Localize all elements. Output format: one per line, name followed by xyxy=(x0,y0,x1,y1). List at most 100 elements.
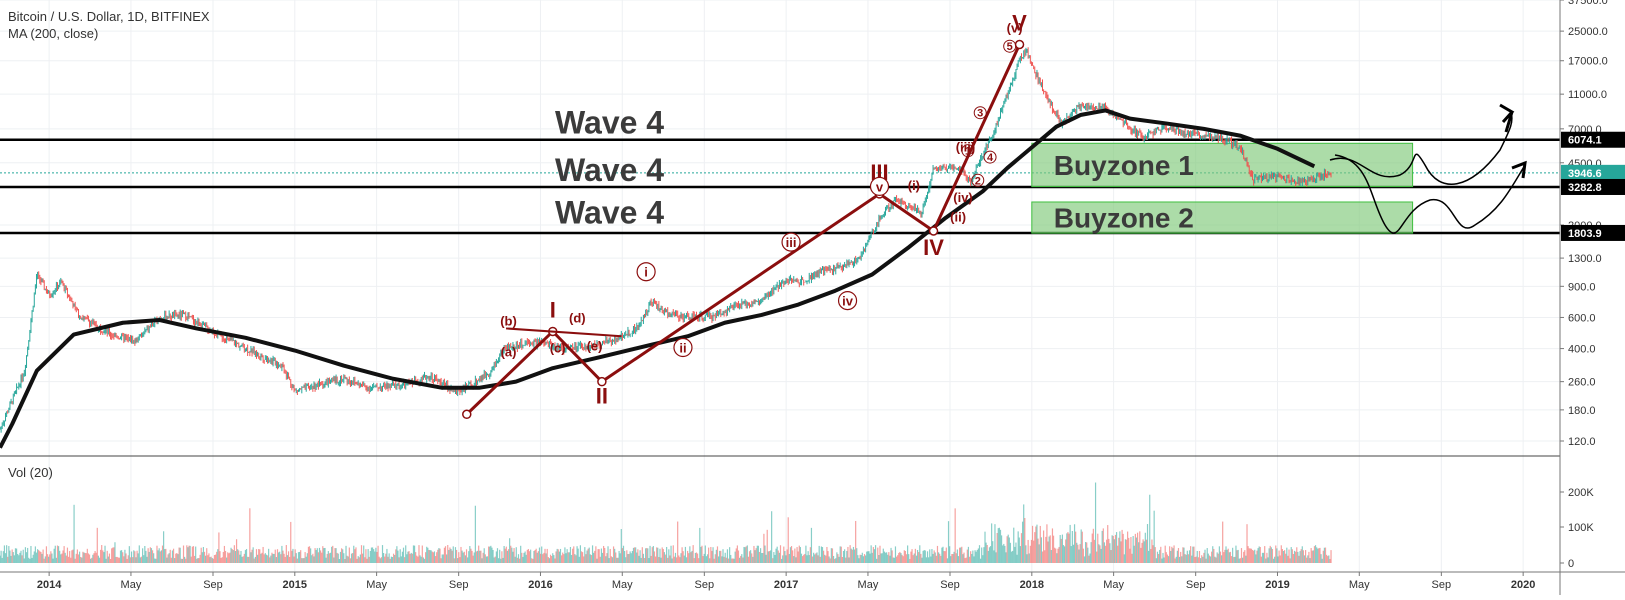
sub-wave-circle xyxy=(781,232,801,252)
projection-path-1 xyxy=(1329,109,1513,185)
y-tick-label: 260.0 xyxy=(1568,377,1596,389)
ma-line xyxy=(0,108,1316,449)
wave-pivot xyxy=(597,376,607,387)
wave4-label-1: Wave 4 xyxy=(555,105,664,141)
projection-arrows[interactable] xyxy=(1329,103,1527,234)
x-tick-label: Sep xyxy=(1186,579,1206,591)
vol-tick-label: 0 xyxy=(1568,558,1574,570)
sub-wave-label: v xyxy=(876,179,884,194)
sub-wave-label: (iv) xyxy=(953,190,973,205)
grid xyxy=(0,0,1560,572)
sub-wave-label: ii xyxy=(679,341,686,356)
sub-wave-circle xyxy=(636,262,656,282)
price-label-bg xyxy=(1561,224,1625,241)
ma-200-line xyxy=(0,108,1316,449)
y-tick-label: 37500.0 xyxy=(1568,0,1608,7)
wave-path xyxy=(465,43,1021,416)
sub-wave-label: (ii) xyxy=(950,209,966,224)
price-label: 1803.9 xyxy=(1568,228,1602,240)
x-axis[interactable]: 2014 May Sep 2015 May Sep 2016 May Sep 2017 May Sep… xyxy=(37,572,1536,591)
symbol-legend[interactable]: Bitcoin / U.S. Dollar, 1D, BITFINEX xyxy=(8,9,210,24)
sub-wave-circle xyxy=(869,176,890,196)
buyzone-label-2: Buyzone 2 xyxy=(1054,203,1194,234)
x-tick-label: May xyxy=(612,579,633,591)
sub-wave-label: (d) xyxy=(569,311,586,326)
sub-wave-label: (i) xyxy=(908,178,920,193)
price-label: 6074.1 xyxy=(1568,135,1602,147)
price-label-bg xyxy=(1561,131,1625,148)
price-label-bg xyxy=(1561,178,1625,195)
price-label: 3946.6 xyxy=(1568,168,1602,180)
vol-tick-label: 200K xyxy=(1568,487,1594,499)
y-axis[interactable]: 37500.025000.017000.011000.07000.04500.0… xyxy=(1560,0,1608,448)
y-tick-label: 120.0 xyxy=(1568,436,1596,448)
y-tick-label: 11000.0 xyxy=(1568,89,1607,101)
price-labels: 6074.1 3946.6 3282.8 1803.9 xyxy=(1561,131,1625,241)
x-tick-label: Sep xyxy=(203,579,223,591)
x-tick-label: 2019 xyxy=(1265,579,1289,591)
y-tick-label: 17000.0 xyxy=(1568,56,1608,68)
x-tick-label: 2020 xyxy=(1511,579,1535,591)
x-tick-label: May xyxy=(1103,579,1124,591)
projection-arrow-2 xyxy=(1511,160,1527,179)
sub-wave-circle xyxy=(961,144,975,158)
volume-axis: 200K 100K 0 xyxy=(1560,487,1594,570)
wave4-label-3: Wave 4 xyxy=(555,195,664,231)
sub-wave-circle xyxy=(673,337,693,358)
sub-wave-label: 2 xyxy=(975,175,981,187)
sub-wave-circle xyxy=(971,173,985,187)
sub-wave-label: i xyxy=(644,265,648,280)
price-label-bg xyxy=(1561,164,1625,181)
x-tick-label: May xyxy=(366,579,387,591)
sub-wave-label: (v) xyxy=(1007,21,1023,36)
sub-wave-circle xyxy=(1003,39,1017,53)
y-tick-label: 900.0 xyxy=(1568,281,1596,293)
wave-label-II: II xyxy=(596,384,608,409)
buyzones[interactable]: Buyzone 1 Buyzone 2 xyxy=(1031,142,1414,234)
x-tick-label: 2018 xyxy=(1020,579,1044,591)
volume-legend[interactable]: Vol (20) xyxy=(8,465,53,480)
y-tick-label: 180.0 xyxy=(1568,405,1596,417)
volume-bars xyxy=(0,482,1332,563)
sub-wave-label: 1 xyxy=(965,146,971,158)
sub-wave-label: (iii) xyxy=(956,140,976,155)
sub-wave-circle xyxy=(837,291,858,311)
buyzone-label-1: Buyzone 1 xyxy=(1054,150,1194,181)
y-tick-label: 600.0 xyxy=(1568,312,1596,324)
indicator-legend[interactable]: MA (200, close) xyxy=(8,26,99,41)
wave-label-V: V xyxy=(1012,11,1027,36)
x-tick-label: Sep xyxy=(449,579,469,591)
sub-wave-label: (a) xyxy=(501,345,517,360)
sub-wave-label: 4 xyxy=(987,152,994,164)
y-tick-label: 400.0 xyxy=(1568,344,1596,356)
wave-pivot xyxy=(462,409,472,420)
wave-trendline xyxy=(506,327,622,338)
x-tick-label: 2017 xyxy=(774,579,798,591)
y-tick-label: 25000.0 xyxy=(1568,26,1608,38)
vol-tick-label: 100K xyxy=(1568,522,1594,534)
price-label: 3282.8 xyxy=(1568,182,1602,194)
sub-wave-circle xyxy=(983,150,997,164)
buyzone-1 xyxy=(1031,142,1414,188)
wave-pivot xyxy=(1014,39,1025,50)
y-tick-label: 1300.0 xyxy=(1568,253,1602,265)
sub-wave-circle xyxy=(973,106,987,120)
sub-wave-label: (b) xyxy=(500,314,517,329)
sub-wave-label: iv xyxy=(842,294,854,309)
projection-arrow-1 xyxy=(1499,103,1515,133)
sub-wave-label: iii xyxy=(786,235,797,250)
x-tick-label: 2016 xyxy=(528,579,552,591)
wave4-label-2: Wave 4 xyxy=(555,152,664,188)
sub-wave-label: (e) xyxy=(587,339,603,354)
x-tick-label: May xyxy=(1349,579,1370,591)
sub-wave-label: 5 xyxy=(1007,41,1013,53)
wave-label-IV: IV xyxy=(923,235,944,260)
x-tick-label: 2015 xyxy=(283,579,307,591)
sub-wave-label: (c) xyxy=(550,341,566,356)
projection-path-2 xyxy=(1334,154,1526,234)
x-tick-label: Sep xyxy=(940,579,960,591)
x-tick-label: 2014 xyxy=(37,579,62,591)
